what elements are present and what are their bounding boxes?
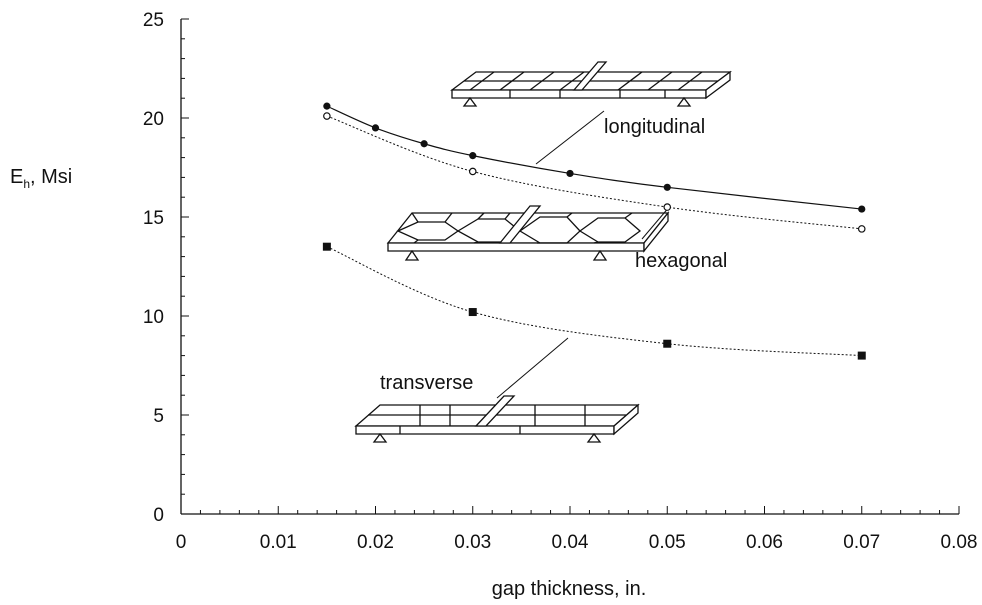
y-tick-label: 5 bbox=[153, 406, 164, 427]
series-line-hexagonal bbox=[326, 115, 862, 230]
leader-hexagonal bbox=[641, 205, 671, 240]
annotation-leader-lines bbox=[496, 110, 671, 399]
leader-transverse bbox=[496, 337, 569, 399]
leader-longitudinal bbox=[535, 110, 605, 165]
y-axis-label-subscript: h bbox=[23, 177, 31, 191]
y-tick-label: 15 bbox=[143, 208, 164, 229]
x-tick-label: 0.08 bbox=[941, 532, 978, 553]
annotation-hexagonal: hexagonal bbox=[635, 250, 727, 272]
data-point-hexagonal bbox=[857, 225, 866, 233]
x-tick-label: 0.04 bbox=[552, 532, 589, 553]
data-point-transverse bbox=[857, 351, 866, 360]
longitudinal-specimen-illustration bbox=[450, 61, 732, 107]
x-tick-label: 0.06 bbox=[746, 532, 783, 553]
transverse-specimen-illustration bbox=[354, 395, 640, 443]
data-point-longitudinal bbox=[566, 169, 574, 178]
data-point-transverse bbox=[322, 242, 331, 251]
data-point-transverse bbox=[663, 339, 672, 348]
data-point-transverse bbox=[468, 308, 477, 317]
specimen-drawings bbox=[354, 61, 732, 443]
data-point-longitudinal bbox=[469, 152, 477, 160]
y-axis-label-unit: , Msi bbox=[30, 166, 73, 188]
data-point-hexagonal bbox=[468, 167, 477, 176]
y-tick-label: 20 bbox=[143, 109, 164, 130]
hexagonal-specimen-illustration bbox=[386, 205, 670, 261]
y-tick-label: 10 bbox=[143, 307, 164, 328]
y-axis-label-main: E bbox=[10, 166, 24, 188]
x-tick-label: 0.05 bbox=[649, 532, 686, 553]
annotation-longitudinal: longitudinal bbox=[604, 116, 705, 138]
x-tick-label: 0 bbox=[176, 532, 187, 553]
series-transverse bbox=[322, 242, 866, 360]
data-point-hexagonal bbox=[663, 203, 672, 211]
data-point-hexagonal bbox=[323, 112, 331, 120]
series-line-transverse bbox=[326, 246, 862, 357]
annotations: longitudinal hexagonal transverse bbox=[380, 116, 727, 394]
x-tick-label: 0.02 bbox=[357, 532, 394, 553]
annotation-transverse: transverse bbox=[380, 372, 473, 394]
data-point-longitudinal bbox=[420, 140, 428, 148]
data-point-longitudinal bbox=[858, 205, 866, 213]
axes: 0 0.01 0.02 0.03 0.04 0.05 0.06 0.07 0.08 0 5 10 15 2… bbox=[143, 10, 978, 553]
series-hexagonal bbox=[323, 112, 866, 233]
x-tick-label: 0.03 bbox=[454, 532, 491, 553]
series-line-longitudinal bbox=[326, 105, 862, 210]
data-point-longitudinal bbox=[371, 124, 380, 132]
y-tick-label: 0 bbox=[153, 505, 164, 526]
x-axis-label: gap thickness, in. bbox=[491, 578, 647, 600]
series-longitudinal bbox=[323, 102, 866, 213]
series-layer bbox=[322, 102, 866, 360]
data-point-longitudinal bbox=[663, 183, 671, 191]
x-tick-label: 0.07 bbox=[843, 532, 880, 553]
x-tick-label: 0.01 bbox=[260, 532, 297, 553]
y-tick-label: 25 bbox=[143, 10, 164, 31]
data-point-longitudinal bbox=[323, 102, 331, 110]
y-axis-label: Eh, Msi bbox=[10, 166, 73, 191]
